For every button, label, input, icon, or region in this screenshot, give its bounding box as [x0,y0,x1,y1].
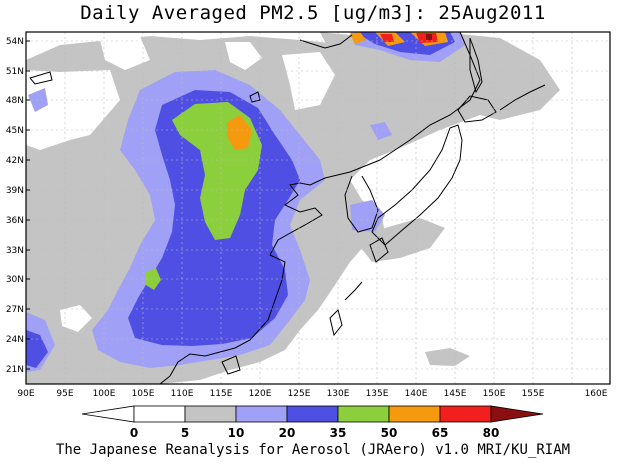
colorbar-segment [235,405,288,423]
mongolia-lake [29,71,53,85]
colorbar-label: 80 [483,426,500,440]
lon-tick: 120E [249,389,272,399]
korea-coast [344,175,379,233]
colorbar-label: 5 [181,426,189,440]
lon-tick: 105E [132,389,155,399]
lat-tick: 45N [6,126,24,136]
colorbar-segment [133,405,186,423]
lon-tick: 110E [171,389,194,399]
lon-tick: 95E [56,389,73,399]
colorbar-segment [388,405,441,423]
lat-tick: 51N [6,67,24,77]
colorbar: 0 5 10 20 35 50 65 80 [81,405,544,440]
colorbar-segment [337,405,390,423]
lat-tick: 33N [6,246,24,256]
colorbar-segment [286,405,339,423]
russia-border [299,34,353,49]
taiwan [329,309,343,337]
lat-tick: 39N [6,186,24,196]
lon-tick: 100E [93,389,116,399]
concentration-fields [26,32,560,384]
white-patch-4 [60,305,92,332]
lon-tick: 115E [210,389,233,399]
lon-tick: 145E [444,389,467,399]
lon-tick: 160E [585,389,608,399]
hainan [221,355,241,375]
colorbar-segment [439,405,492,423]
lat-tick: 24N [6,335,24,345]
lon-tick: 140E [405,389,428,399]
green-field-spot [146,268,161,290]
colorbar-label: 35 [330,426,347,440]
lat-tick: 21N [6,365,24,375]
gray-field-north [320,32,560,120]
lat-tick: 54N [6,37,24,47]
japan-honshu [371,124,463,246]
darkred-field-ne [426,34,432,40]
sakhalin [469,37,483,94]
lon-tick: 135E [366,389,389,399]
white-patch-3 [282,52,335,110]
ryukyu [344,281,363,301]
colorbar-label: 10 [228,426,245,440]
lightblue-field-korea [370,122,392,140]
japan-kyushu [369,237,389,263]
lon-tick: 155E [522,389,545,399]
colorbar-label: 65 [432,426,449,440]
white-patch-5 [100,36,150,70]
lon-tick: 90E [17,389,34,399]
lat-tick: 27N [6,305,24,315]
gridlines [26,32,610,384]
white-patch-1 [26,70,120,150]
latitude-axis: 54N 51N 48N 45N 42N 39N 36N 33N 30N 27N … [6,37,30,375]
lon-tick: 130E [327,389,350,399]
red-field-ne-1 [380,34,394,42]
lon-tick: 125E [288,389,311,399]
kuril-islands [499,84,546,111]
data-source-credit: The Japanese Reanalysis for Aerosol (JRA… [55,442,571,458]
colorbar-min-triangle [81,405,135,423]
lat-tick: 48N [6,96,24,106]
gray-field-southeast [425,348,470,366]
lat-tick: 42N [6,156,24,166]
lon-tick: 150E [483,389,506,399]
white-patch-2 [225,42,262,70]
lat-tick: 36N [6,216,24,226]
map-frame [25,31,611,385]
colorbar-label: 20 [279,426,296,440]
longitude-axis: 90E 95E 100E 105E 110E 115E 120E 125E 13… [17,389,607,399]
colorbar-max-triangle [490,405,544,423]
japan-hokkaido [457,95,497,123]
map-title: Daily Averaged PM2.5 [ug/m3]: 25Aug2011 [80,2,546,24]
lightblue-field-east [350,200,385,232]
lat-tick: 30N [6,275,24,285]
colorbar-label: 50 [381,426,398,440]
blue-field-west [26,330,48,368]
colorbar-segment [184,405,237,423]
gray-field-japan [355,218,445,262]
coastlines [29,32,546,384]
china-coast [159,32,481,384]
colorbar-label: 0 [130,426,138,440]
orange-field [227,115,252,150]
